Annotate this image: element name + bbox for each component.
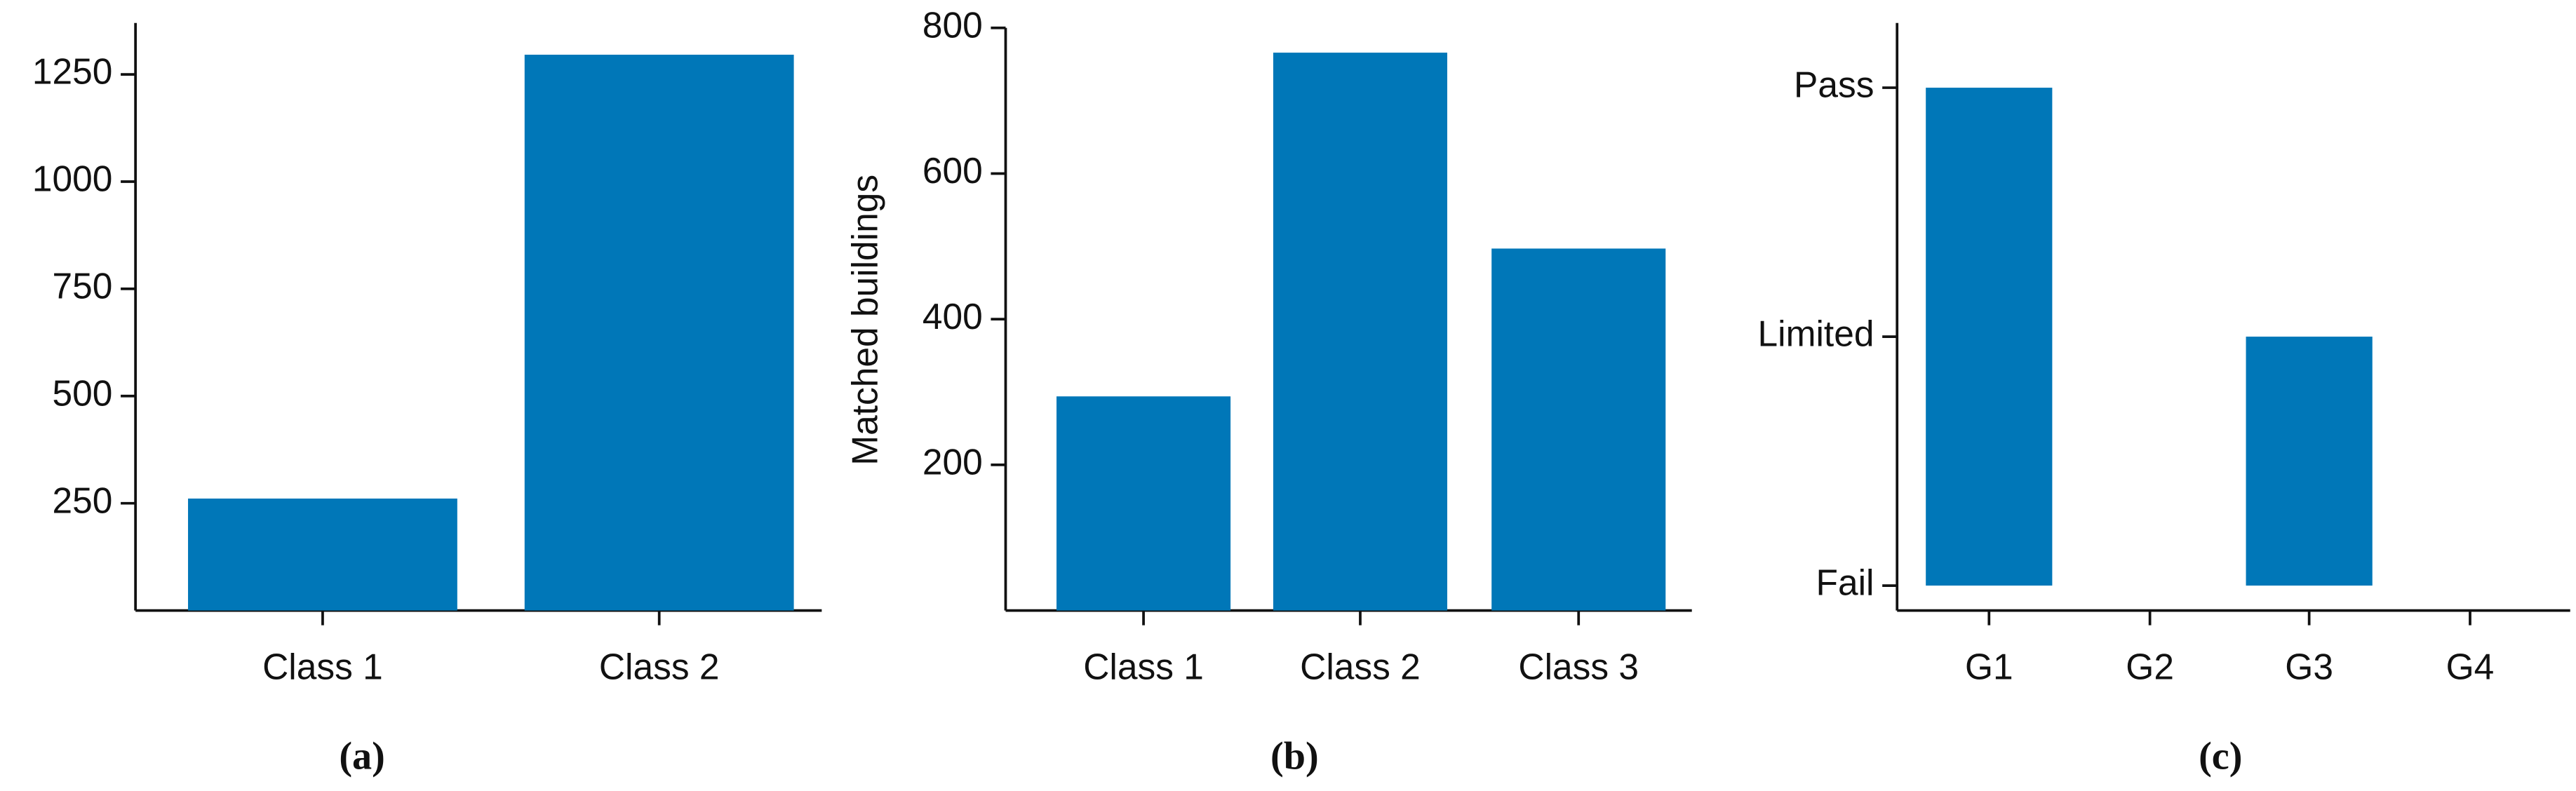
bar — [188, 498, 457, 611]
y-axis-label: Matched buildings — [844, 175, 885, 466]
bar — [1056, 396, 1231, 611]
x-tick-label: G1 — [1965, 646, 2013, 687]
x-tick-label: Class 2 — [1300, 646, 1421, 687]
x-tick-label: Class 2 — [599, 646, 720, 687]
y-tick-label: 1250 — [32, 51, 113, 92]
x-tick-label: Class 1 — [262, 646, 383, 687]
y-tick-label: 750 — [53, 266, 113, 306]
y-tick-label: 600 — [923, 150, 983, 191]
x-tick-label: Class 1 — [1083, 646, 1204, 687]
panel-caption: (b) — [1270, 734, 1319, 778]
bar — [1273, 53, 1448, 611]
y-tick-label: 250 — [53, 480, 113, 520]
y-tick-label: Limited — [1758, 313, 1874, 354]
y-tick-label: Fail — [1816, 562, 1874, 603]
panel-caption: (a) — [339, 734, 384, 778]
bar — [1491, 248, 1666, 611]
y-tick-label: 200 — [923, 441, 983, 482]
y-tick-label: 800 — [923, 4, 983, 45]
bar — [1926, 88, 2053, 586]
x-tick-label: G2 — [2126, 646, 2174, 687]
bar — [2246, 337, 2373, 586]
bar — [524, 55, 794, 611]
x-tick-label: G3 — [2285, 646, 2333, 687]
y-tick-label: Pass — [1794, 65, 1874, 105]
y-tick-label: 500 — [53, 372, 113, 413]
y-tick-label: 1000 — [32, 158, 113, 199]
panel-caption: (c) — [2199, 734, 2242, 778]
y-tick-label: 400 — [923, 296, 983, 337]
x-tick-label: Class 3 — [1518, 646, 1639, 687]
x-tick-label: G4 — [2446, 646, 2495, 687]
